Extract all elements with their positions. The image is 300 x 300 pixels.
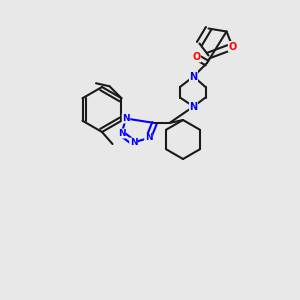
Text: N: N bbox=[118, 129, 125, 138]
Text: N: N bbox=[122, 114, 130, 123]
Text: N: N bbox=[189, 71, 198, 82]
Text: N: N bbox=[145, 134, 152, 142]
Text: N: N bbox=[130, 138, 137, 147]
Text: O: O bbox=[228, 41, 237, 52]
Text: N: N bbox=[189, 101, 198, 112]
Text: O: O bbox=[192, 52, 201, 62]
